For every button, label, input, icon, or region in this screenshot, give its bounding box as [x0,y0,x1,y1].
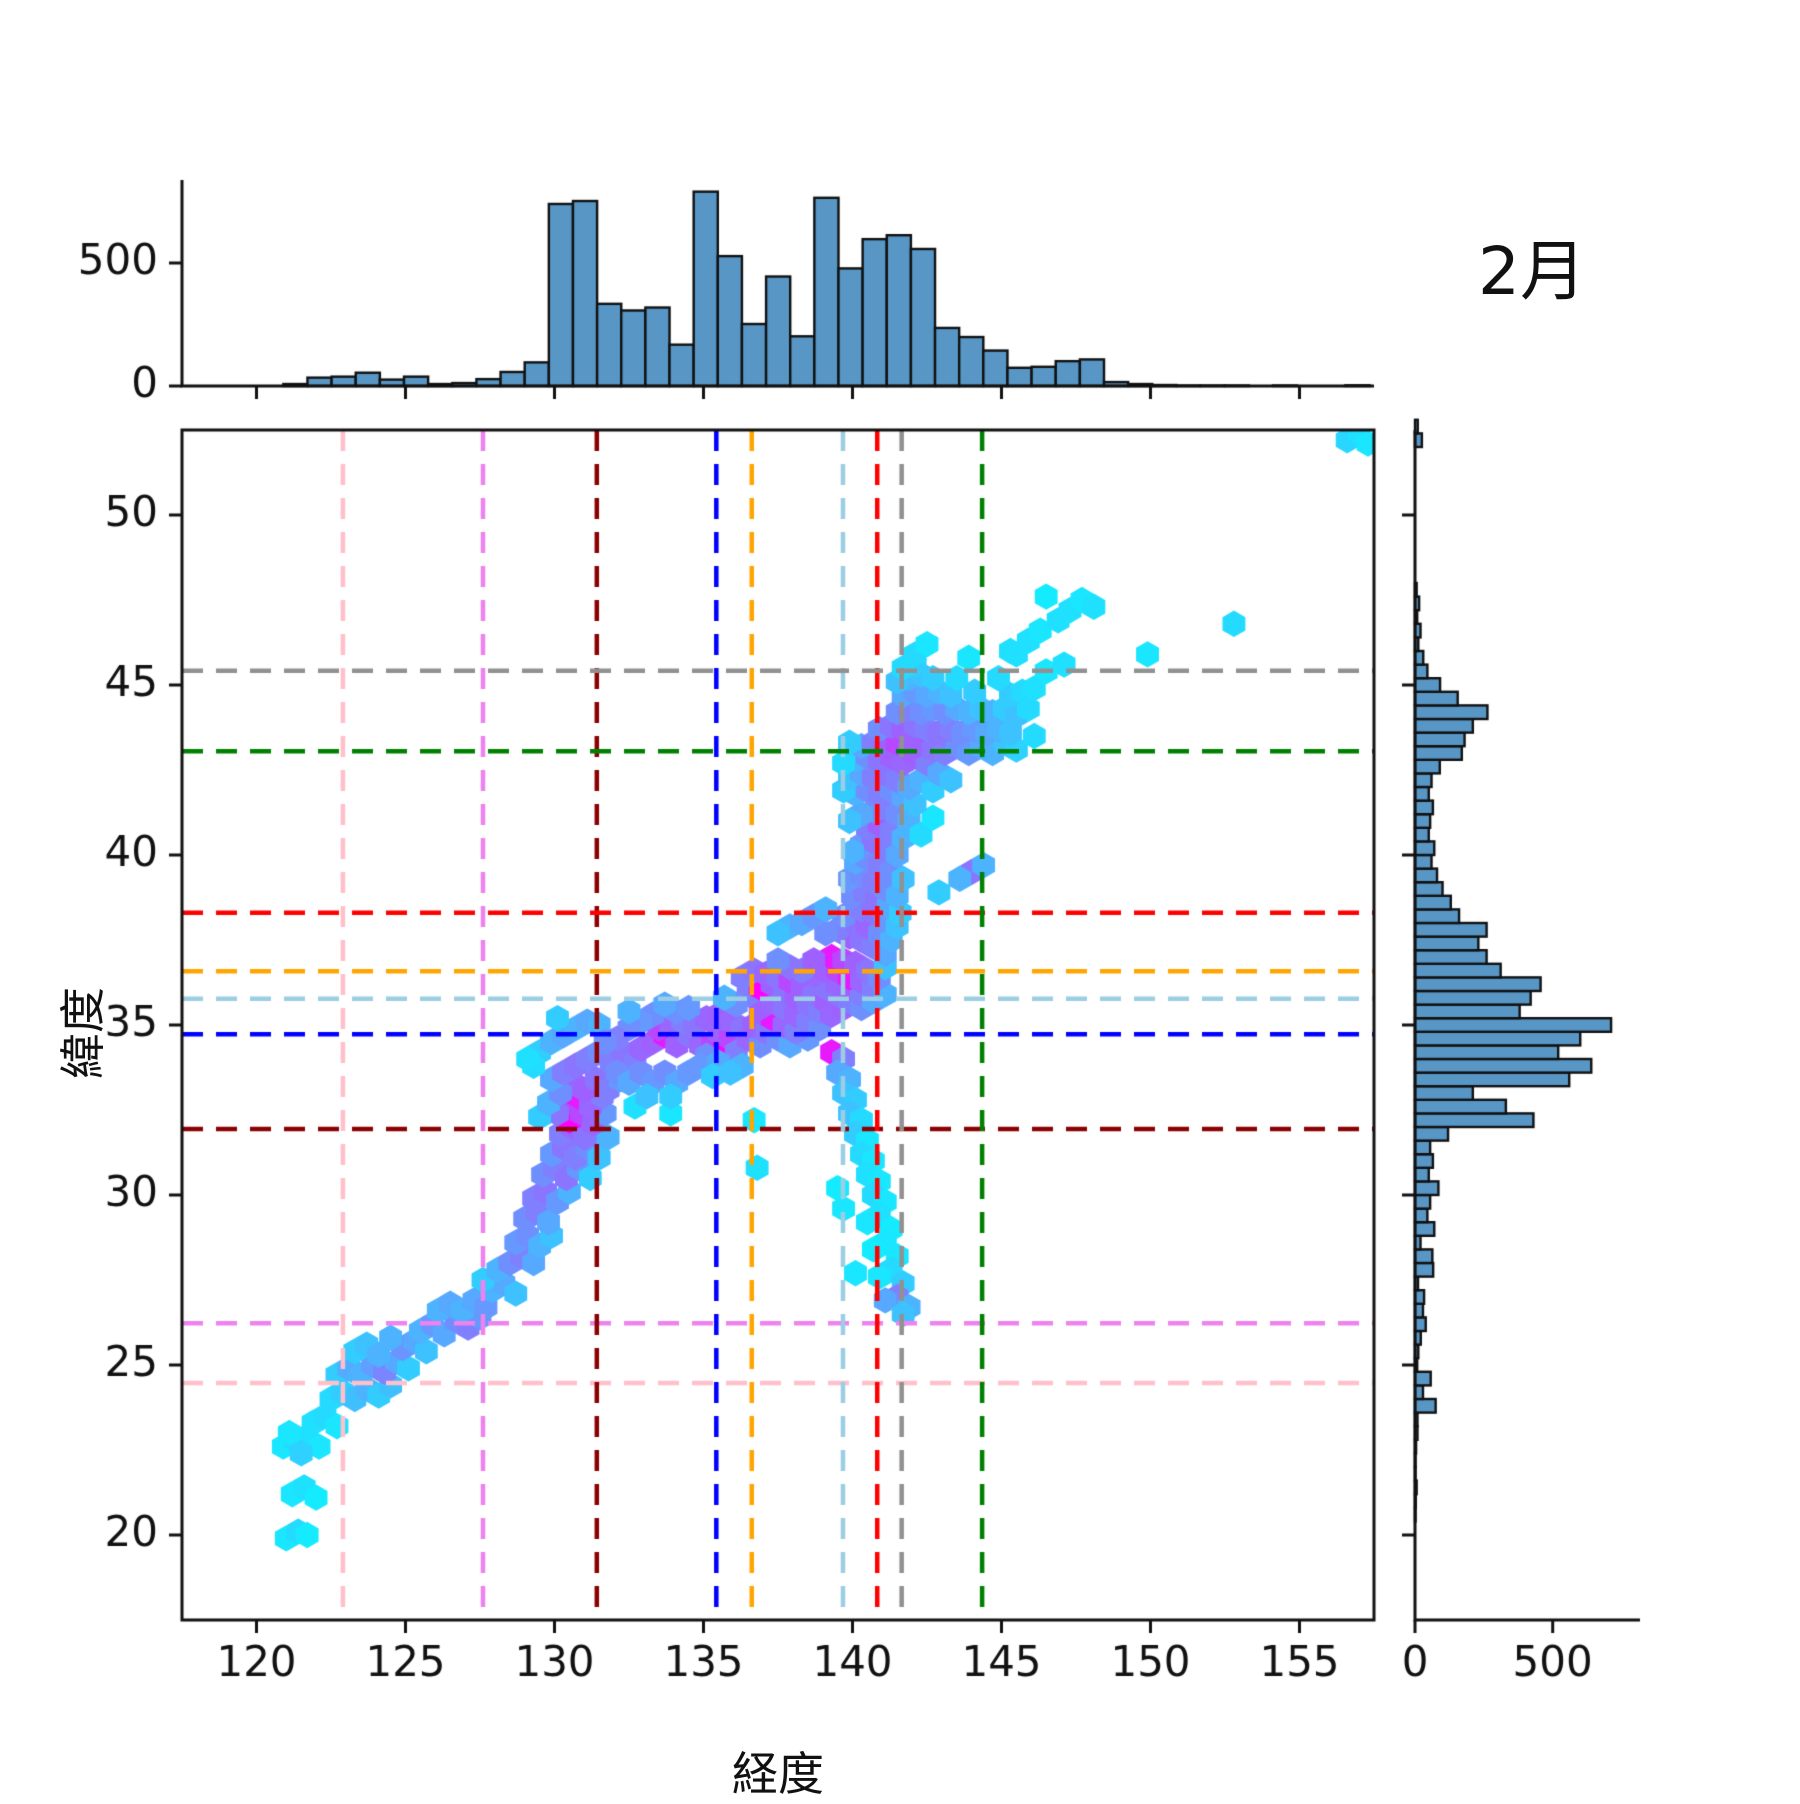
plot-title: 2月 [1478,233,1586,310]
right-marginal-histogram-area [1415,430,1640,1620]
x-axis-label: 経度 [732,1747,824,1801]
y-axis-label: 緯度 [56,987,110,1079]
main-plot-area [182,430,1374,1620]
top-marginal-histogram-area [182,180,1374,386]
